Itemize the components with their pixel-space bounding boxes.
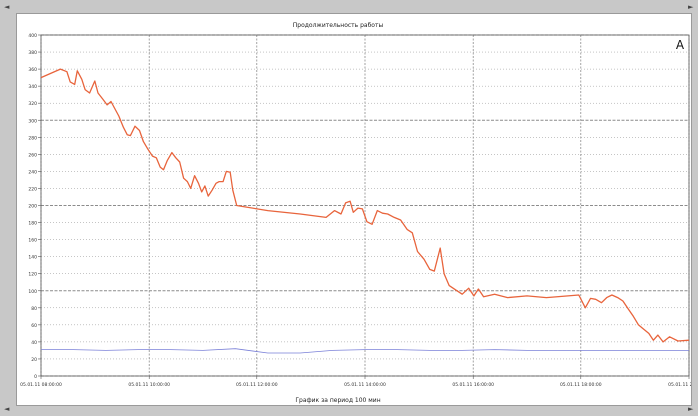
y-tick-label: 200 [28,204,37,210]
chart-series [40,68,690,354]
scroll-right-bottom-arrow-icon[interactable]: ► [688,405,694,413]
x-tick-label: 05.01.11 16:00:00 [452,382,494,388]
y-tick-label: 20 [31,357,37,363]
y-tick-label: 340 [28,84,37,90]
y-tick-label: 380 [28,50,37,56]
x-tick-label: 05.01.11 20:00:00 [668,382,691,388]
y-tick-label: 400 [28,33,37,39]
y-tick-label: 40 [31,340,37,346]
y-tick-label: 0 [34,374,37,380]
series-line-blue [41,348,689,354]
chart-panel: 0 20 40 60 80 100 120 140 160 180 200 220 240 260 280 3… [16,13,698,406]
y-tick-label: 80 [31,306,37,312]
y-tick-label: 240 [28,169,37,175]
x-tick-label: 05.01.11 08:00:00 [20,382,62,388]
x-axis-label: График за период 100 мин [295,397,380,404]
y-tick-label: 100 [28,289,37,295]
x-tick-label: 05.01.11 10:00:00 [128,382,170,388]
scroll-right-top-arrow-icon[interactable]: ► [688,3,694,11]
scroll-left-top-arrow-icon[interactable]: ◄ [4,3,10,11]
y-tick-label: 220 [28,186,37,192]
line-chart: 0 20 40 60 80 100 120 140 160 180 200 220 240 260 280 3… [20,22,698,404]
y-tick-label: 160 [28,238,37,244]
chart-axes: 0 20 40 60 80 100 120 140 160 180 200 220 240 260 280 3… [20,33,698,388]
y-tick-label: 280 [28,135,37,141]
y-tick-label: 360 [28,67,37,73]
chart-title: Продолжительность работы [293,22,384,29]
x-tick-label: 05.01.11 12:00:00 [236,382,278,388]
x-tick-label: 05.01.11 18:00:00 [560,382,602,388]
y-tick-label: 60 [31,323,37,329]
y-tick-label: 300 [28,118,37,124]
y-tick-label: 120 [28,272,37,278]
panel-letter: A [676,38,685,52]
y-tick-label: 140 [28,255,37,261]
y-tick-label: 180 [28,221,37,227]
scroll-left-bottom-arrow-icon[interactable]: ◄ [4,405,10,413]
x-tick-label: 05.01.11 14:00:00 [344,382,386,388]
chart-grid [40,34,690,377]
series-line-orange [40,68,690,343]
y-tick-label: 320 [28,101,37,107]
y-tick-label: 260 [28,152,37,158]
